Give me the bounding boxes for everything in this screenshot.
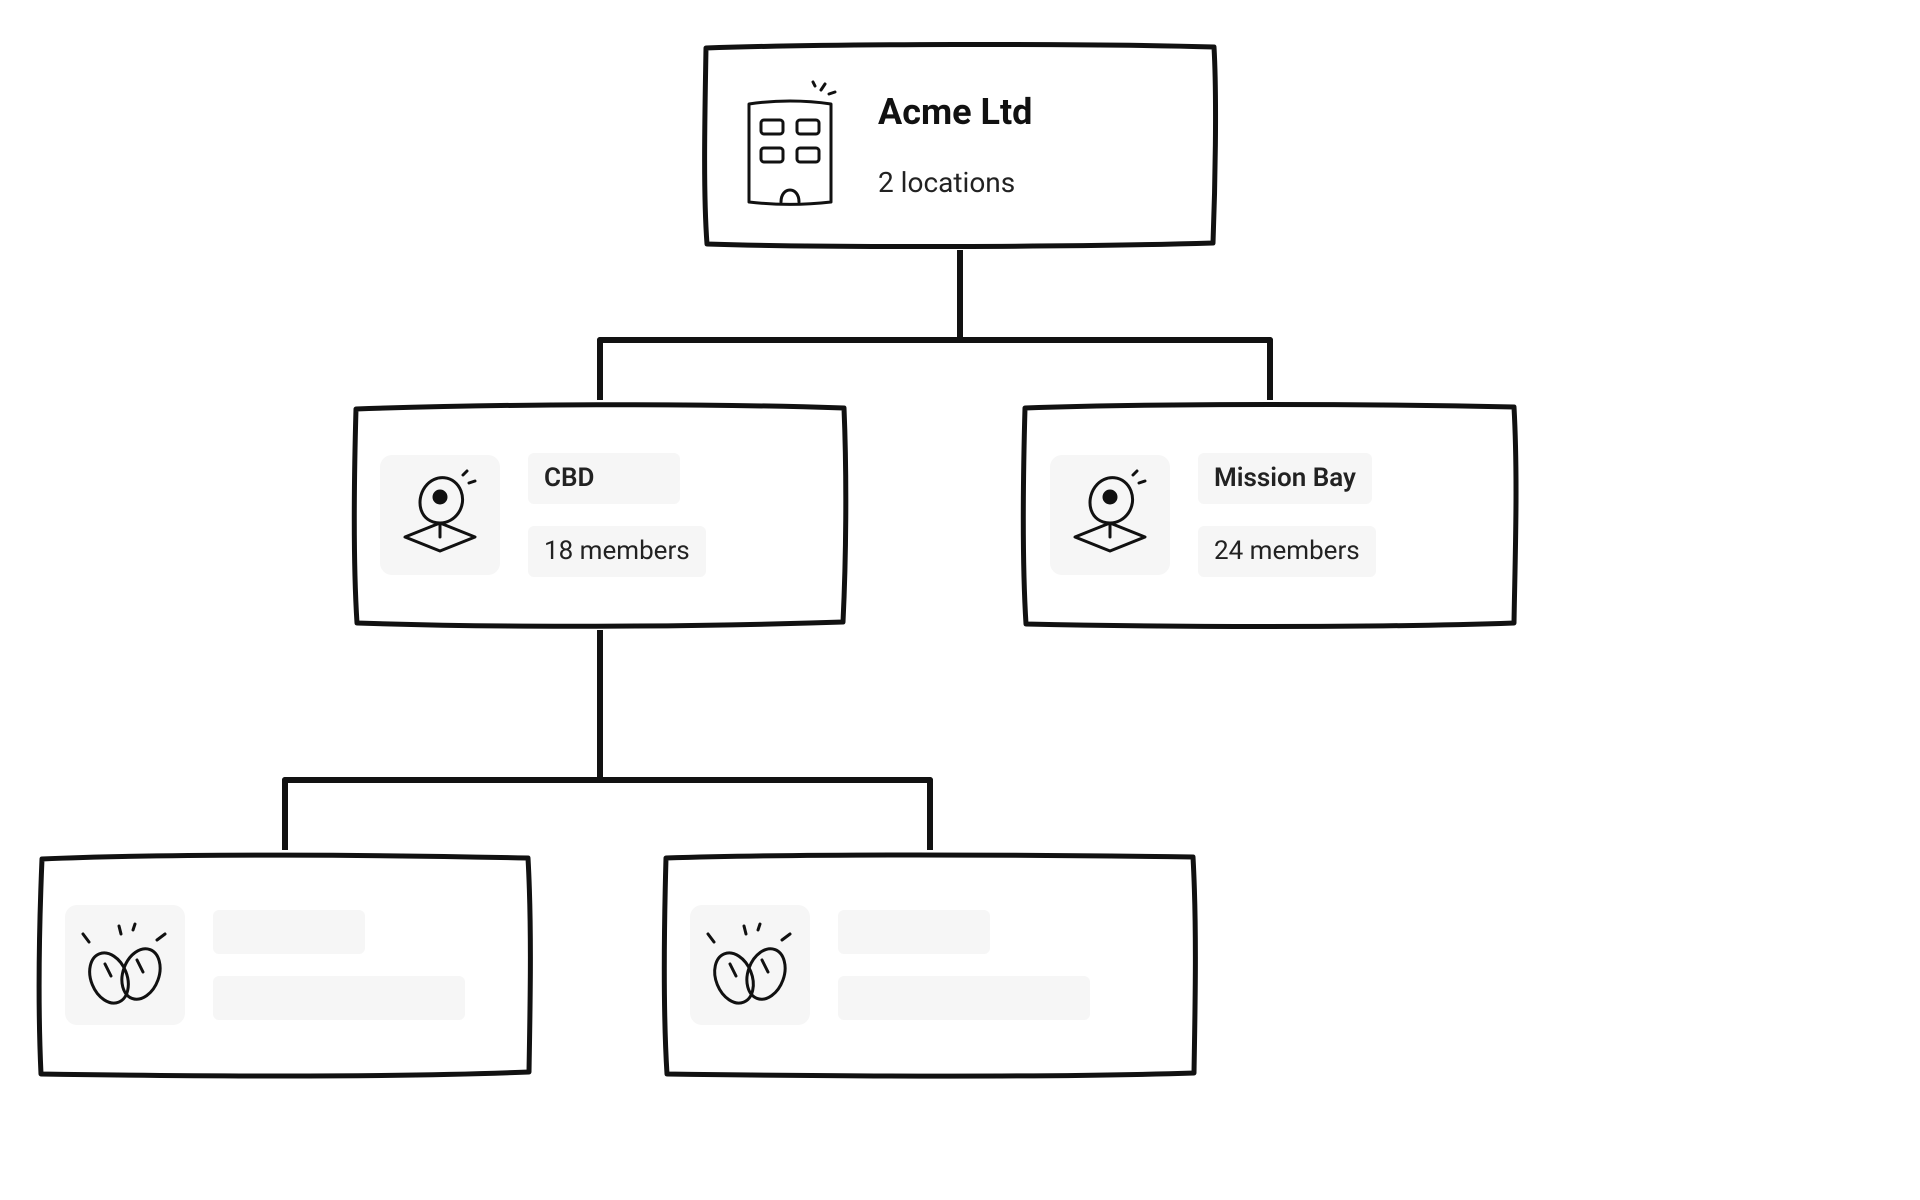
node-location-mission-bay: Mission Bay 24 members bbox=[1020, 400, 1520, 630]
node-team-placeholder-1 bbox=[35, 850, 535, 1080]
mouse-pair-icon bbox=[65, 905, 185, 1025]
team-detail-placeholder bbox=[838, 976, 1090, 1020]
company-title: Acme Ltd bbox=[878, 91, 1190, 134]
mouse-pair-icon bbox=[690, 905, 810, 1025]
node-location-cbd: CBD 18 members bbox=[350, 400, 850, 630]
node-root-company: Acme Ltd 2 locations bbox=[700, 40, 1220, 250]
location-name: Mission Bay bbox=[1198, 453, 1372, 504]
building-icon bbox=[730, 85, 850, 205]
team-name-placeholder bbox=[213, 910, 365, 954]
map-pin-icon bbox=[380, 455, 500, 575]
team-name-placeholder bbox=[838, 910, 990, 954]
map-pin-icon bbox=[1050, 455, 1170, 575]
location-name: CBD bbox=[528, 453, 680, 504]
company-subtitle: 2 locations bbox=[878, 166, 1190, 199]
location-member-count: 18 members bbox=[528, 526, 706, 577]
node-team-placeholder-2 bbox=[660, 850, 1200, 1080]
location-member-count: 24 members bbox=[1198, 526, 1376, 577]
team-detail-placeholder bbox=[213, 976, 465, 1020]
org-tree-diagram: Acme Ltd 2 locations bbox=[0, 0, 1920, 1200]
